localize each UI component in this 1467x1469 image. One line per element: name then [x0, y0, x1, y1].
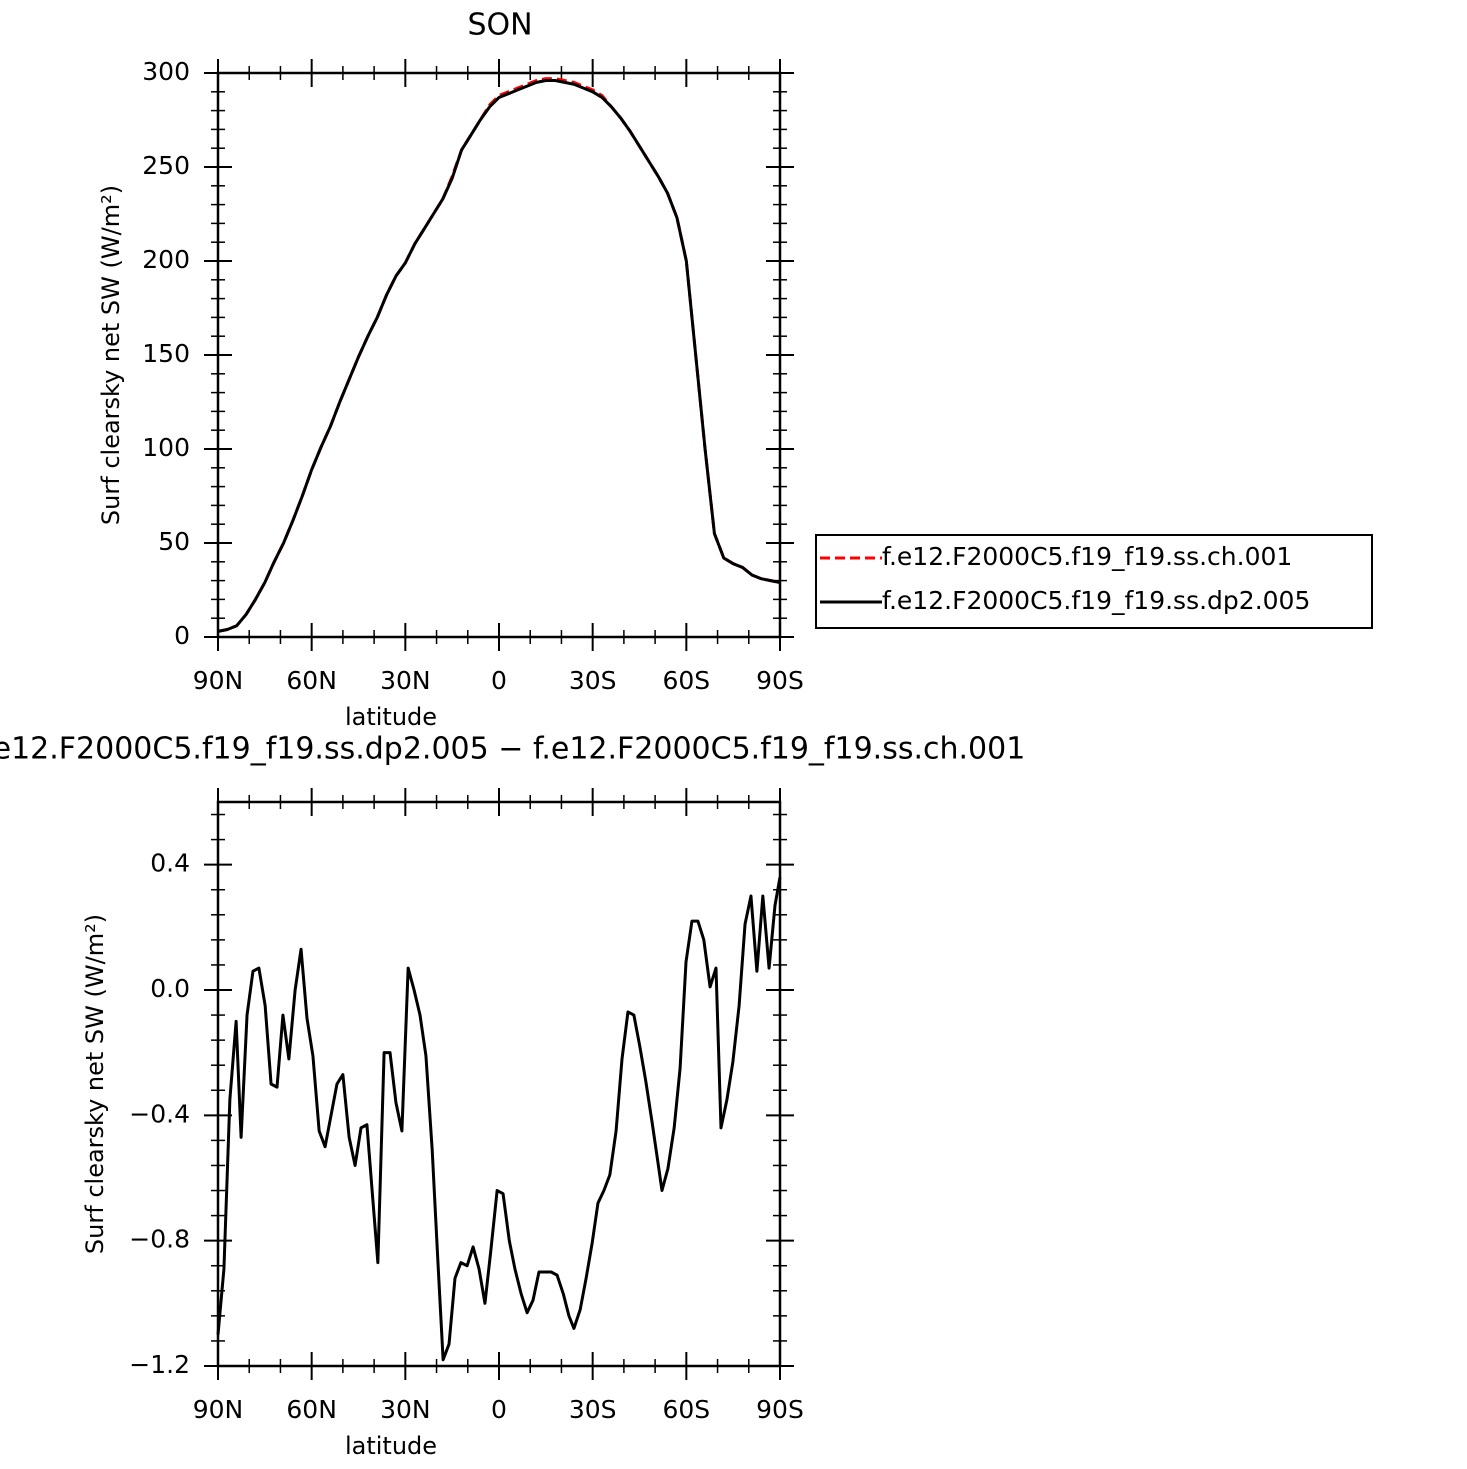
y-tick-label: 0.0: [150, 974, 190, 1003]
data-line: [216, 876, 782, 1362]
legend-label: f.e12.F2000C5.f19_f19.ss.dp2.005: [882, 586, 1310, 615]
y-axis-label: Surf clearsky net SW (W/m²): [81, 914, 109, 1254]
y-tick-label: 200: [142, 245, 190, 274]
x-tick-label: 60N: [286, 1395, 337, 1424]
data-line: [217, 79, 781, 633]
x-tick-label: 30N: [380, 666, 431, 695]
plot-frame: [216, 800, 782, 1368]
x-tick-label: 90N: [193, 666, 244, 695]
x-tick-label: 90S: [756, 1395, 804, 1424]
y-tick-label: 50: [158, 527, 190, 556]
legend-box: [815, 534, 1373, 629]
y-tick-label: 0.4: [150, 849, 190, 878]
x-tick-label: 30S: [569, 666, 617, 695]
y-tick-label: −0.8: [129, 1225, 190, 1254]
x-tick-label: 60N: [286, 666, 337, 695]
x-tick-label: 0: [491, 1395, 507, 1424]
y-tick-label: 150: [142, 339, 190, 368]
y-tick-label: 100: [142, 433, 190, 462]
y-tick-label: −1.2: [129, 1350, 190, 1379]
chart-title: f.e12.F2000C5.f19_f19.ss.dp2.005 − f.e12…: [0, 732, 1025, 767]
x-tick-label: 90S: [756, 666, 804, 695]
y-tick-label: 250: [142, 151, 190, 180]
x-axis-label: latitude: [345, 1432, 437, 1460]
y-axis-label: Surf clearsky net SW (W/m²): [97, 185, 125, 525]
x-tick-label: 60S: [662, 666, 710, 695]
x-tick-label: 0: [491, 666, 507, 695]
chart-title: SON: [467, 8, 532, 43]
x-tick-label: 30N: [380, 1395, 431, 1424]
legend-label: f.e12.F2000C5.f19_f19.ss.ch.001: [882, 542, 1292, 571]
plot-frame: [216, 71, 782, 639]
x-tick-label: 60S: [662, 1395, 710, 1424]
y-tick-label: −0.4: [129, 1099, 190, 1128]
x-axis-label: latitude: [345, 703, 437, 731]
x-tick-label: 30S: [569, 1395, 617, 1424]
y-tick-label: 300: [142, 57, 190, 86]
y-tick-label: 0: [174, 621, 190, 650]
x-tick-label: 90N: [193, 1395, 244, 1424]
